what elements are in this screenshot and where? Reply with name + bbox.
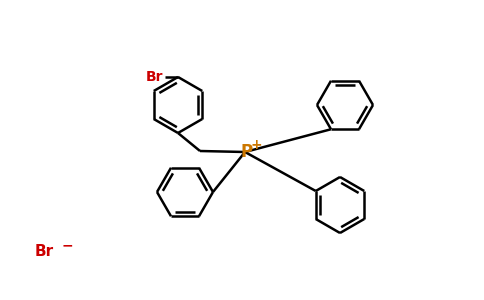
Text: Br: Br (35, 244, 54, 260)
Text: P: P (241, 143, 253, 161)
Text: −: − (62, 238, 74, 252)
Text: +: + (250, 138, 262, 152)
Text: Br: Br (146, 70, 163, 84)
